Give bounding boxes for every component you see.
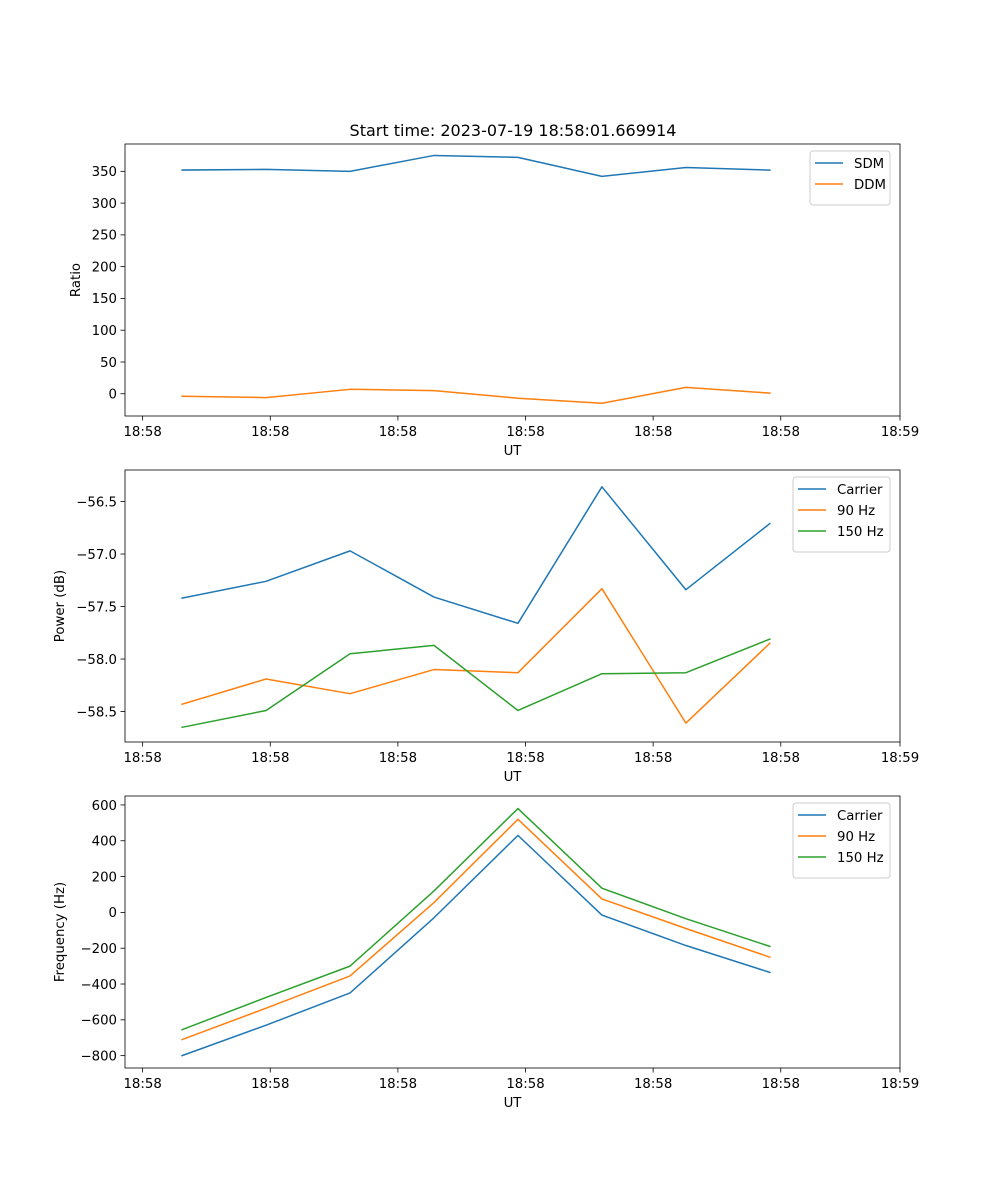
ratio-legend-label-sdm: SDM: [854, 157, 884, 172]
ratio-legend-label-ddm: DDM: [854, 178, 886, 193]
power-series-line-90-hz: [181, 587, 771, 724]
power-x-tick-label: 18:58: [123, 751, 161, 766]
frequency-y-tick-label: 200: [92, 870, 117, 885]
power-x-axis-label: UT: [504, 770, 523, 785]
power-panel: 18:58 18:58 18:58 18:58 18:58 18:58 18:59 −58.5…: [53, 469, 919, 785]
power-x-tick-label: 18:58: [762, 751, 800, 766]
ratio-x-tick-label: 18:59: [881, 425, 919, 440]
ratio-y-axis-label: Ratio: [69, 263, 84, 297]
power-y-tick-label: −56.5: [76, 495, 117, 510]
ratio-legend: SDM DDM: [809, 150, 891, 206]
power-series-line-150-hz: [181, 638, 771, 729]
power-y-tick-label: −57.5: [76, 600, 117, 615]
ratio-x-tick-label: 18:58: [379, 425, 417, 440]
ratio-y-tick-label: 350: [92, 165, 117, 180]
frequency-y-tick-label: 600: [92, 799, 117, 814]
ratio-series-line-sdm: [181, 154, 771, 178]
frequency-x-tick-label: 18:58: [251, 1077, 289, 1092]
ratio-legend-box: [809, 150, 891, 206]
frequency-axes-frame: [124, 795, 901, 1069]
frequency-y-tick-label: −800: [80, 1049, 117, 1064]
power-legend-label-150-hz: 150 Hz: [837, 525, 884, 540]
ratio-y-tick-label: 150: [92, 292, 117, 307]
frequency-legend-label-150-hz: 150 Hz: [837, 851, 884, 866]
ratio-y-tick-label: 250: [92, 229, 117, 244]
power-legend-label-carrier: Carrier: [837, 483, 883, 498]
ratio-y-tick-label: 300: [92, 197, 117, 212]
ratio-x-tick-label: 18:58: [506, 425, 544, 440]
power-x-tick-label: 18:58: [506, 751, 544, 766]
frequency-x-tick-label: 18:59: [881, 1077, 919, 1092]
frequency-x-tick-label: 18:58: [634, 1077, 672, 1092]
power-legend-box: [792, 476, 891, 553]
frequency-legend-box: [792, 802, 891, 879]
frequency-y-axis-label: Frequency (Hz): [53, 882, 68, 982]
ratio-x-tick-label: 18:58: [762, 425, 800, 440]
power-x-tick-label: 18:58: [634, 751, 672, 766]
power-legend: Carrier 90 Hz 150 Hz: [792, 476, 891, 553]
frequency-x-tick-label: 18:58: [506, 1077, 544, 1092]
frequency-y-tick-label: 400: [92, 835, 117, 850]
frequency-plot-area: [125, 796, 900, 1068]
ratio-series-line-ddm: [181, 386, 771, 405]
ratio-x-axis-label: UT: [504, 444, 523, 459]
ratio-y-tick-label: 50: [100, 356, 117, 371]
ratio-y-tick-label: 100: [92, 324, 117, 339]
power-x-tick-label: 18:59: [881, 751, 919, 766]
frequency-x-tick-label: 18:58: [379, 1077, 417, 1092]
power-y-tick-label: −58.0: [76, 653, 117, 668]
frequency-y-tick-label: −400: [80, 978, 117, 993]
power-axes-frame: [124, 469, 901, 743]
ratio-y-tick-label: 0: [109, 388, 117, 403]
power-plot-area: [125, 470, 900, 742]
ratio-x-tick-label: 18:58: [251, 425, 289, 440]
frequency-x-axis-label: UT: [504, 1096, 523, 1111]
frequency-y-tick-label: −200: [80, 942, 117, 957]
frequency-series-line-carrier: [181, 834, 771, 1057]
frequency-legend-label-carrier: Carrier: [837, 809, 883, 824]
frequency-y-tick-label: 0: [109, 906, 117, 921]
ratio-x-tick-label: 18:58: [123, 425, 161, 440]
ratio-panel: 18:58 18:58 18:58 18:58 18:58 18:58 18:59 0 50 10…: [69, 143, 919, 459]
frequency-x-tick-label: 18:58: [123, 1077, 161, 1092]
power-x-tick-label: 18:58: [379, 751, 417, 766]
frequency-series-line-90-hz: [181, 818, 771, 1041]
frequency-x-tick-label: 18:58: [762, 1077, 800, 1092]
frequency-series-line-150-hz: [181, 807, 771, 1031]
chart-title: Start time: 2023-07-19 18:58:01.669914: [350, 121, 677, 140]
power-y-tick-label: −58.5: [76, 705, 117, 720]
ratio-y-tick-label: 200: [92, 260, 117, 275]
power-y-axis-label: Power (dB): [53, 570, 68, 642]
power-x-tick-label: 18:58: [251, 751, 289, 766]
power-y-tick-label: −57.0: [76, 548, 117, 563]
frequency-y-tick-label: −600: [80, 1014, 117, 1029]
ratio-plot-area: [125, 144, 900, 416]
ratio-x-tick-label: 18:58: [634, 425, 672, 440]
frequency-panel: 18:58 18:58 18:58 18:58 18:58 18:58 18:59 −800 −…: [53, 795, 919, 1111]
ratio-axes-frame: [124, 143, 901, 417]
frequency-legend: Carrier 90 Hz 150 Hz: [792, 802, 891, 879]
power-series-line-carrier: [181, 486, 771, 625]
frequency-legend-label-90-hz: 90 Hz: [837, 830, 875, 845]
power-legend-label-90-hz: 90 Hz: [837, 504, 875, 519]
